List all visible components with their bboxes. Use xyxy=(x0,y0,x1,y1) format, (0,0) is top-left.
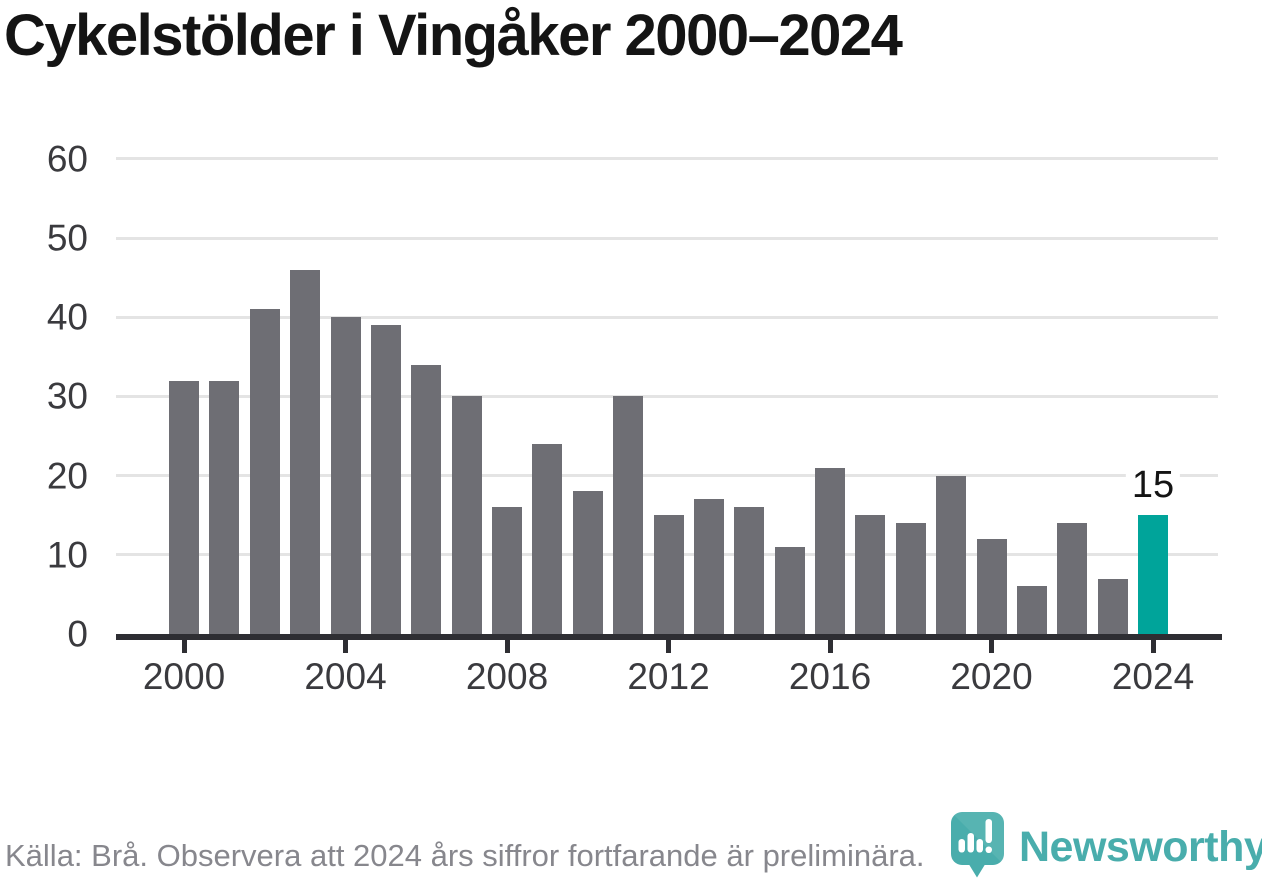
bar-2011 xyxy=(613,396,644,634)
x-axis-label-2000: 2000 xyxy=(142,656,226,697)
y-axis-label-50: 50 xyxy=(46,217,88,259)
x-axis-label-2008: 2008 xyxy=(465,656,549,697)
gridline-60 xyxy=(116,157,1218,161)
y-axis-label-60: 60 xyxy=(46,138,88,180)
bar-2003 xyxy=(290,269,321,634)
bar-2002 xyxy=(249,309,280,634)
y-axis-label-10: 10 xyxy=(46,534,88,576)
bar-2014 xyxy=(734,507,765,634)
x-axis-label-2024: 2024 xyxy=(1111,656,1195,697)
x-axis-label-2012: 2012 xyxy=(627,656,710,697)
bar-2010 xyxy=(572,491,603,634)
gridline-30 xyxy=(116,394,1218,398)
bar-2005 xyxy=(370,325,401,634)
x-axis-label-2020: 2020 xyxy=(950,656,1033,697)
x-axis-tick-2008 xyxy=(504,640,510,653)
x-axis-tick-2020 xyxy=(989,640,994,653)
bar-2018 xyxy=(895,523,926,634)
gridline-40 xyxy=(116,315,1218,319)
logo-bars xyxy=(958,819,992,853)
newsworthy-wordmark: Newsworthy xyxy=(1019,823,1262,871)
gridline-20 xyxy=(116,474,1218,478)
bar-2024 xyxy=(1138,515,1168,634)
bar-2022 xyxy=(1057,523,1088,634)
x-axis-line xyxy=(116,634,1222,640)
bar-2020 xyxy=(976,538,1007,634)
y-axis-label-20: 20 xyxy=(46,455,88,497)
gridline-50 xyxy=(116,236,1218,240)
highlight-value-label: 15 xyxy=(1125,463,1181,508)
bar-2004 xyxy=(330,317,361,634)
newsworthy-bubble-barchart-icon xyxy=(951,812,1004,878)
x-axis-label-2004: 2004 xyxy=(304,656,387,697)
bar-2023 xyxy=(1097,578,1128,634)
bar-2019 xyxy=(936,475,967,634)
bar-2006 xyxy=(411,364,442,634)
y-axis-label-30: 30 xyxy=(46,375,88,417)
source-note: Källa: Brå. Observera att 2024 års siffr… xyxy=(5,838,925,873)
bar-2021 xyxy=(1016,586,1047,634)
x-axis-label-2016: 2016 xyxy=(788,656,872,697)
y-axis-label-40: 40 xyxy=(46,296,88,338)
x-axis-tick-2000 xyxy=(181,640,187,653)
chart-title: Cykelstölder i Vingåker 2000–2024 xyxy=(4,3,903,68)
bar-2001 xyxy=(209,380,240,634)
newsworthy-logo: Newsworthy xyxy=(950,811,1262,879)
bar-2012 xyxy=(653,515,684,634)
bar-2015 xyxy=(774,546,805,634)
bar-2013 xyxy=(693,499,724,634)
bar-2009 xyxy=(532,443,563,634)
bar-2000 xyxy=(169,380,199,634)
x-axis-tick-2016 xyxy=(827,640,833,653)
bar-2016 xyxy=(815,467,845,634)
bar-2008 xyxy=(492,507,522,634)
x-axis-tick-2004 xyxy=(343,640,348,653)
x-axis-tick-2012 xyxy=(666,640,671,653)
x-axis-tick-2024 xyxy=(1150,640,1156,653)
bar-2007 xyxy=(451,396,482,634)
y-axis-label-0: 0 xyxy=(67,613,88,655)
bar-2017 xyxy=(855,515,886,634)
